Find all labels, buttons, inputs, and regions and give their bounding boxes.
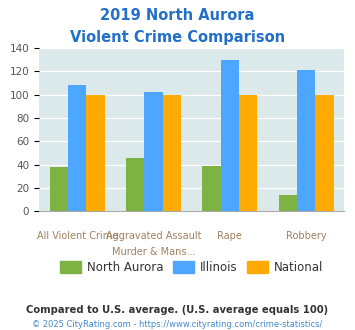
Text: Violent Crime Comparison: Violent Crime Comparison bbox=[70, 30, 285, 45]
Bar bbox=[144, 92, 163, 211]
Text: Aggravated Assault: Aggravated Assault bbox=[106, 231, 201, 241]
Bar bbox=[297, 70, 315, 211]
Bar bbox=[50, 167, 68, 211]
Text: Robbery: Robbery bbox=[286, 231, 327, 241]
Legend: North Aurora, Illinois, National: North Aurora, Illinois, National bbox=[55, 256, 328, 279]
Bar bbox=[126, 157, 144, 211]
Bar bbox=[68, 85, 86, 211]
Text: Murder & Mans...: Murder & Mans... bbox=[112, 247, 195, 257]
Bar bbox=[279, 195, 297, 211]
Text: Rape: Rape bbox=[217, 231, 242, 241]
Bar bbox=[315, 94, 334, 211]
Bar bbox=[221, 59, 239, 211]
Bar bbox=[163, 94, 181, 211]
Text: 2019 North Aurora: 2019 North Aurora bbox=[100, 8, 255, 23]
Text: © 2025 CityRating.com - https://www.cityrating.com/crime-statistics/: © 2025 CityRating.com - https://www.city… bbox=[32, 320, 323, 329]
Bar bbox=[202, 166, 221, 211]
Text: Compared to U.S. average. (U.S. average equals 100): Compared to U.S. average. (U.S. average … bbox=[26, 305, 329, 315]
Text: All Violent Crime: All Violent Crime bbox=[37, 231, 118, 241]
Bar bbox=[86, 94, 105, 211]
Bar bbox=[239, 94, 257, 211]
